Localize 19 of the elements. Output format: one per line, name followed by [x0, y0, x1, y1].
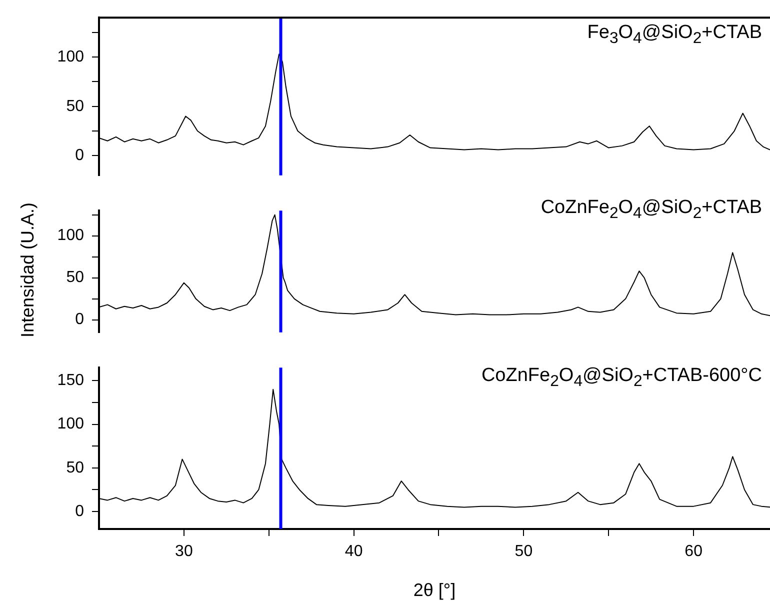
y-axis-title: Intensidad (U.A.) — [18, 202, 38, 338]
y-tick-label: 100 — [57, 416, 84, 433]
x-tick-label: 40 — [344, 543, 363, 560]
x-axis-title: 2θ [°] — [413, 580, 456, 600]
x-tick-label: 60 — [684, 543, 703, 560]
y-tick-label: 50 — [66, 98, 84, 115]
y-tick-label: 100 — [57, 48, 84, 66]
text: CoZnFe$_{2}$O$_{4}$@SiO$_{2}$+CTAB-600°C — [481, 365, 762, 391]
text: CoZnFe$_{2}$O$_{4}$@SiO$_{2}$+CTAB — [540, 197, 762, 223]
y-tick-label: 100 — [57, 227, 84, 244]
y-tick-label: 50 — [66, 269, 84, 286]
y-tick-label: 50 — [66, 459, 84, 476]
y-tick-label: 0 — [75, 311, 84, 328]
y-tick-label: 150 — [57, 372, 84, 390]
y-tick-label: 0 — [75, 147, 84, 164]
y-tick-label: 0 — [75, 502, 84, 520]
x-tick-label: 50 — [514, 543, 533, 560]
text: Fe$_{3}$O$_{4}$@SiO$_{2}$+CTAB — [587, 22, 762, 48]
x-tick-label: 30 — [175, 543, 193, 560]
